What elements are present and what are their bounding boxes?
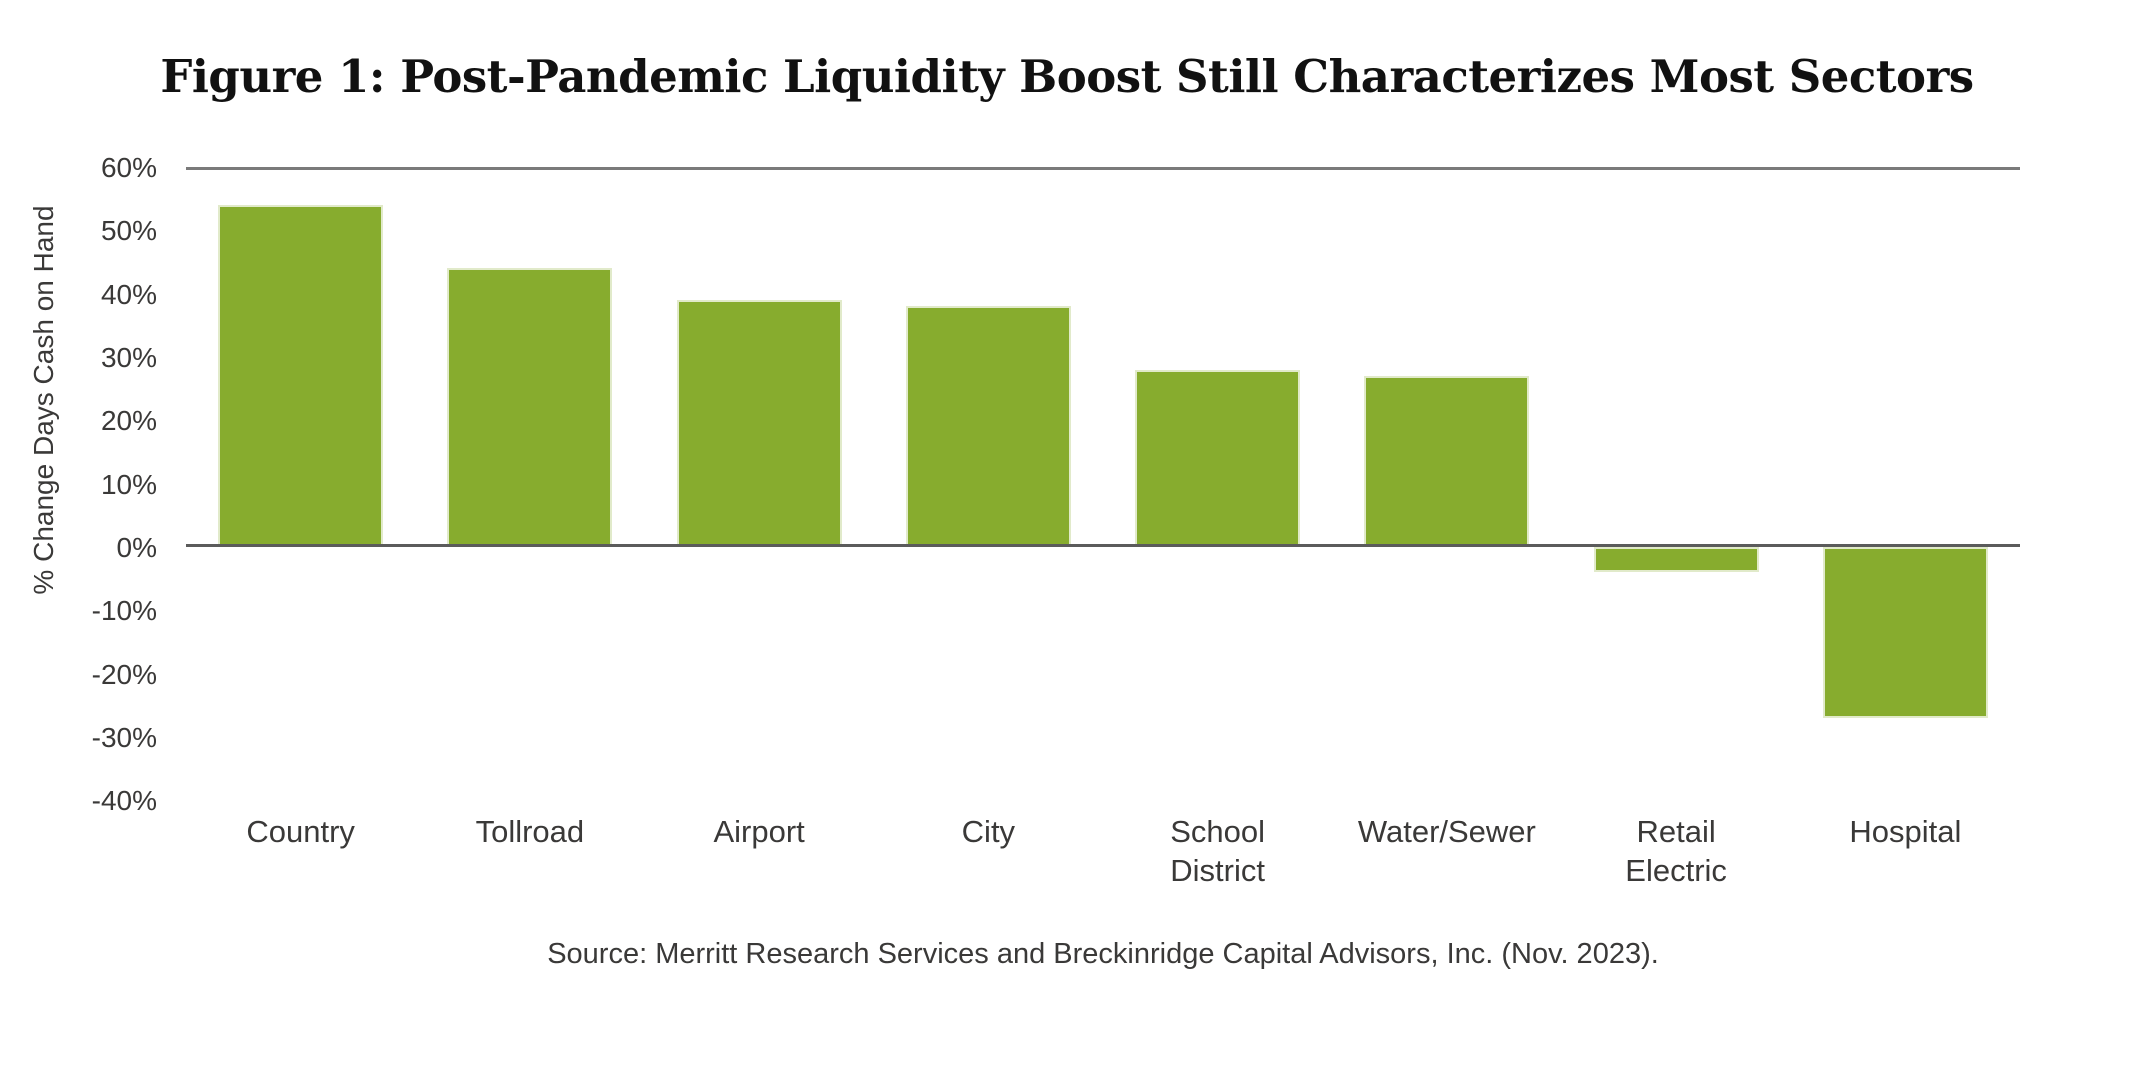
bar-airport [676,300,842,547]
bar-school-district [1135,369,1301,547]
x-label-school-district: School District [1170,814,1266,888]
y-tick-50: 50% [100,215,157,247]
y-tick-0: 0% [116,532,157,563]
y-tick-10: 10% [100,468,157,500]
gridline-60pct [186,167,2020,170]
x-label-country: Country [246,814,355,849]
source-note: Source: Merritt Research Services and Br… [547,938,1659,970]
x-axis-zero-line [186,544,2020,547]
x-label-tollroad: Tollroad [475,814,585,849]
plot-area [186,167,2020,801]
y-tick--40: -40% [91,785,157,817]
y-tick-30: 30% [100,342,157,373]
y-tick-60: 60% [100,152,157,183]
bar-hospital [1822,547,1988,718]
bar-retail-electric [1593,547,1759,573]
chart-title: Figure 1: Post-Pandemic Liquidity Boost … [160,50,1974,103]
y-tick-40: 40% [100,278,157,310]
x-label-airport: Airport [713,814,805,849]
x-label-hospital: Hospital [1849,814,1962,849]
y-tick--20: -20% [91,658,157,690]
bar-water-sewer [1364,376,1530,547]
bar-city [905,306,1071,547]
bar-country [218,205,384,547]
x-label-water-sewer: Water/Sewer [1357,814,1536,849]
y-tick-20: 20% [100,405,157,437]
y-tick--10: -10% [91,595,157,627]
bar-tollroad [447,268,613,547]
x-label-city: City [961,814,1016,849]
y-tick--30: -30% [91,722,157,753]
x-label-retail-electric: Retail Electric [1625,814,1727,888]
